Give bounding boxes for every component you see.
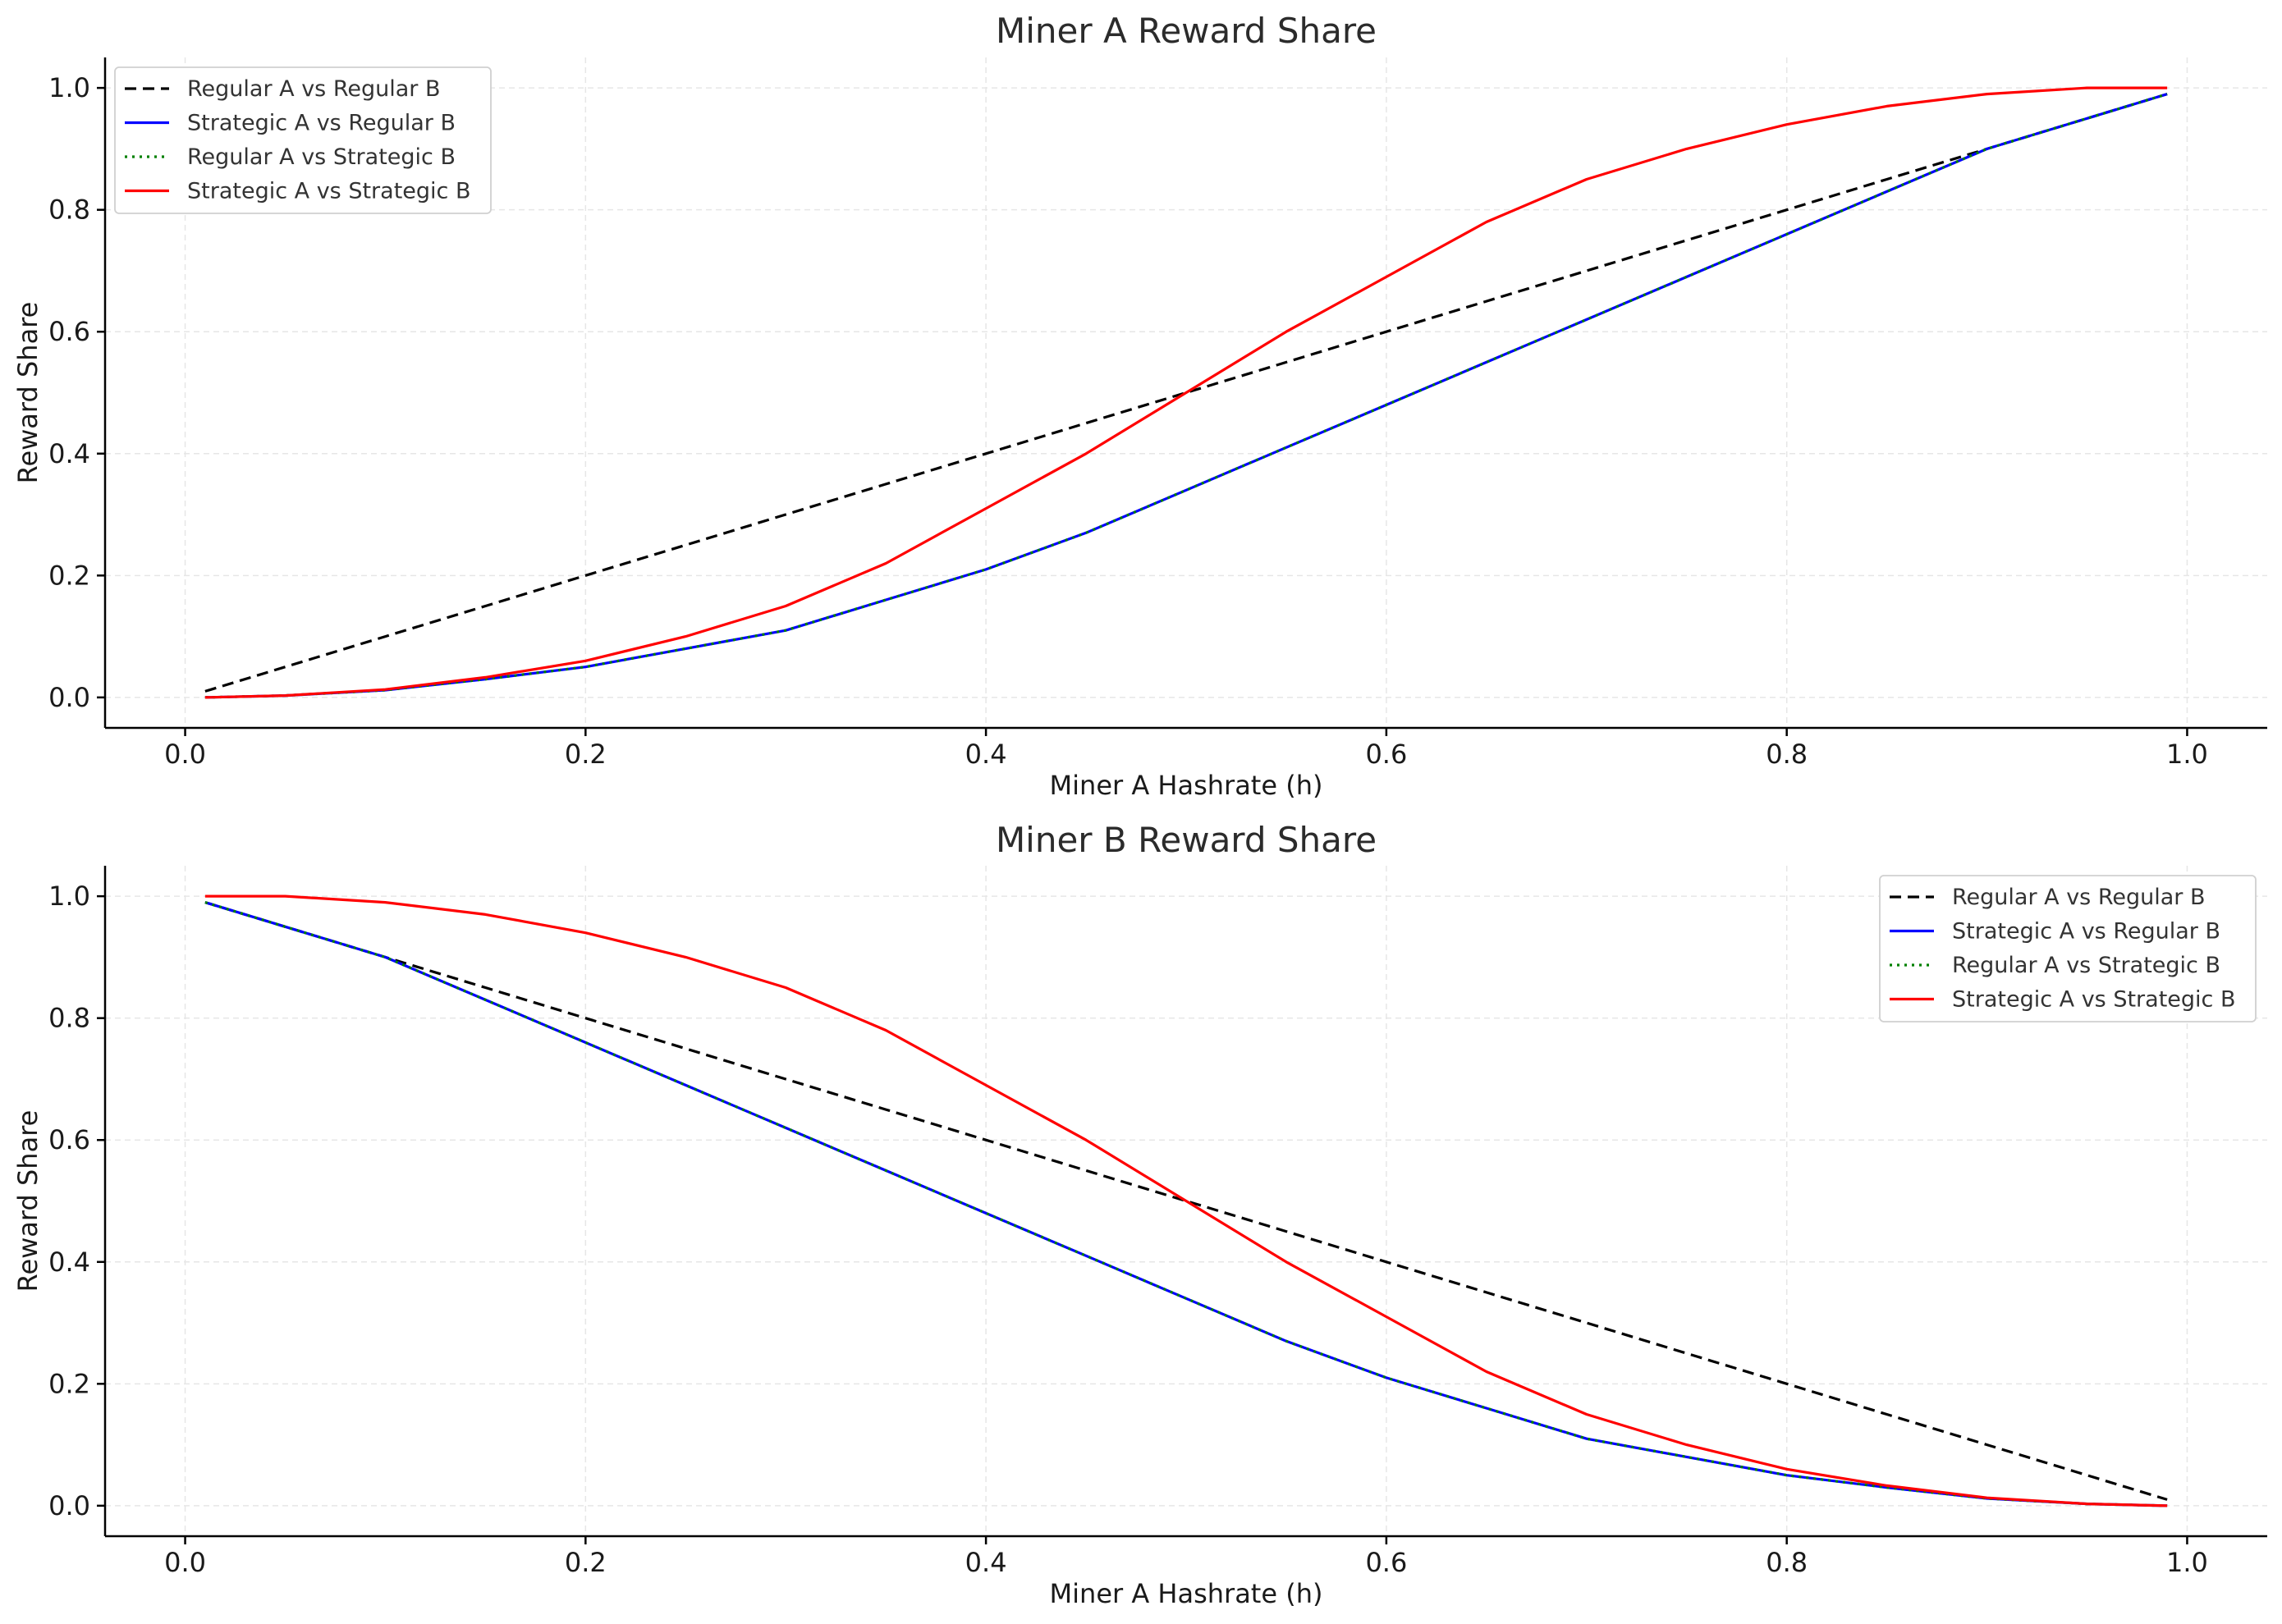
y-axis-label: Reward Share [12,302,44,484]
legend-entry: Regular A vs Regular B [1952,885,2205,910]
chart-title: Miner A Reward Share [996,11,1377,51]
y-tick-label: 0.8 [48,1003,90,1034]
x-tick-label: 0.4 [965,739,1007,770]
x-tick-label: 0.2 [565,739,607,770]
legend: Regular A vs Regular B Strategic A vs Reg… [1879,875,2257,1022]
legend-entry: Strategic A vs Strategic B [1952,987,2235,1013]
x-tick-label: 1.0 [2166,1547,2208,1578]
chart-panel-2: 0.0 0.2 0.4 0.6 0.8 1.0 0.0 0.2 0.4 0.6 0.8 1.0 Mine… [12,820,2267,1609]
legend-entry: Strategic A vs Regular B [1952,919,2220,945]
series-line-1 [204,901,2168,1501]
y-tick-label: 0.0 [48,682,90,713]
y-tick-label: 0.8 [48,194,90,226]
x-axis-label: Miner A Hashrate (h) [1050,770,1323,801]
x-tick-label: 0.8 [1766,739,1808,770]
series-line-3 [204,901,2168,1507]
y-tick-label: 0.0 [48,1490,90,1521]
legend-box [1879,875,2257,1022]
y-tick-label: 0.4 [48,1247,90,1278]
x-tick-label: 0.6 [1365,1547,1407,1578]
y-tick-label: 0.2 [48,1368,90,1399]
x-tick-label: 0.4 [965,1547,1007,1578]
y-tick-label: 0.6 [48,1124,90,1155]
series-line-4 [204,86,2168,699]
legend-entry: Strategic A vs Strategic B [187,179,470,204]
legend: Regular A vs Regular B Strategic A vs Reg… [114,66,492,214]
series-line-4 [204,894,2168,1507]
chart-panel-1: 0.0 0.2 0.4 0.6 0.8 1.0 0.0 0.2 0.4 0.6 0.8 1.0 Mine… [12,11,2267,801]
y-tick-label: 0.4 [48,438,90,469]
x-axis-label: Miner A Hashrate (h) [1050,1578,1323,1609]
legend-entry: Strategic A vs Regular B [187,111,456,136]
series-line-2 [204,93,2168,699]
x-tick-label: 0.0 [164,739,206,770]
legend-box [114,66,492,214]
x-tick-label: 0.0 [164,1547,206,1578]
y-tick-label: 1.0 [48,881,90,912]
x-tick-label: 0.8 [1766,1547,1808,1578]
legend-entry: Regular A vs Regular B [187,76,440,102]
legend-entry: Regular A vs Strategic B [187,144,456,170]
legend-entry: Regular A vs Strategic B [1952,953,2220,978]
series-line-1 [204,93,2168,693]
y-axis-label: Reward Share [12,1110,44,1292]
x-tick-label: 1.0 [2166,739,2208,770]
y-tick-label: 1.0 [48,72,90,103]
x-tick-label: 0.6 [1365,739,1407,770]
y-tick-label: 0.2 [48,560,90,591]
y-tick-label: 0.6 [48,316,90,347]
chart-title: Miner B Reward Share [996,820,1377,860]
x-tick-label: 0.2 [565,1547,607,1578]
